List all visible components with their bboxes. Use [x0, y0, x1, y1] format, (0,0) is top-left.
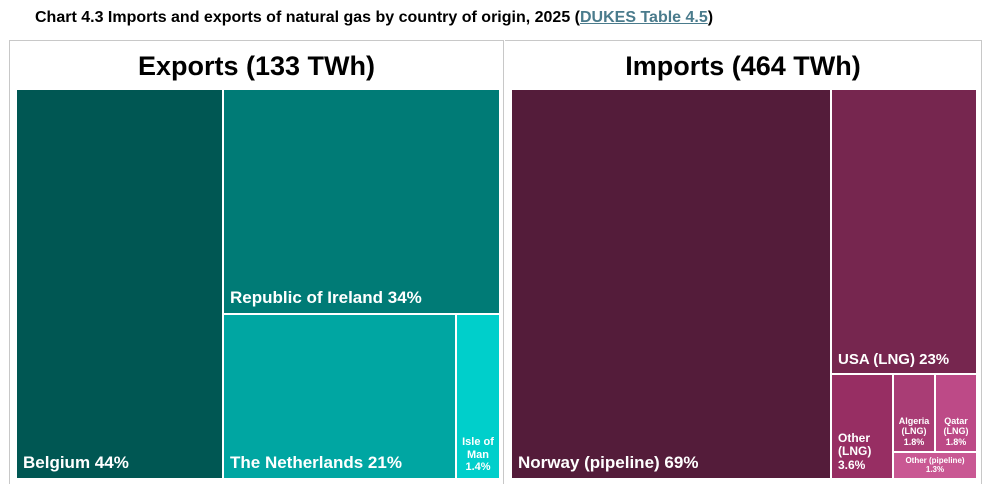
imports-label-text: Norway (pipeline) 69%	[518, 453, 699, 473]
exports-tile-isle-of-man: Isle of Man 1.4%	[456, 314, 500, 479]
imports-label-percent: 3.6%	[838, 458, 866, 473]
exports-label-text: The Netherlands 21%	[230, 453, 402, 473]
imports-label-algeria-lng: Algeria (LNG) 1.8%	[894, 416, 934, 447]
imports-tile-other-pipeline: Other (pipeline) 1.3%	[893, 452, 977, 479]
imports-label-percent: 1.8%	[903, 436, 925, 447]
exports-label-text: Isle of Man	[462, 436, 494, 461]
imports-label-usa-lng: USA (LNG) 23%	[838, 351, 949, 368]
imports-tile-usa-lng: USA (LNG) 23%	[831, 89, 977, 374]
exports-tile-belgium: Belgium 44%	[16, 89, 223, 479]
imports-tile-norway-pipeline: Norway (pipeline) 69%	[511, 89, 831, 479]
exports-label-text: Belgium 44%	[23, 453, 129, 473]
dukes-table-link[interactable]: DUKES Table 4.5	[580, 9, 708, 26]
imports-tile-other-lng: Other (LNG) 3.6%	[831, 374, 893, 479]
exports-title: Exports (133 TWh)	[137, 51, 376, 81]
imports-label-other-lng: Other (LNG) 3.6%	[838, 430, 892, 473]
imports-label-percent: 1.3%	[925, 464, 945, 474]
exports-tile-the-netherlands: The Netherlands 21%	[223, 314, 456, 479]
imports-label-text: Other (pipeline)	[905, 455, 965, 465]
exports-tile-republic-of-ireland: Republic of Ireland 34%	[223, 89, 500, 314]
imports-panel: Imports (464 TWh) Norway (pipeline) 69% U…	[505, 40, 982, 484]
imports-label-text: USA (LNG) 23%	[838, 350, 950, 368]
imports-label-other-pipeline: Other (pipeline) 1.3%	[894, 456, 976, 474]
imports-label-text: Qatar (LNG)	[943, 415, 969, 437]
exports-label-belgium: Belgium 44%	[23, 453, 129, 473]
imports-tile-algeria-lng: Algeria (LNG) 1.8%	[893, 374, 935, 452]
imports-label-text: Other (LNG)	[838, 430, 872, 459]
imports-tile-qatar-lng: Qatar (LNG) 1.8%	[935, 374, 977, 452]
imports-title: Imports (464 TWh)	[625, 51, 861, 81]
imports-label-norway-pipeline: Norway (pipeline) 69%	[518, 453, 698, 473]
chart-title-prefix: Chart 4.3 Imports and exports of natural…	[35, 9, 580, 26]
exports-label-percent: 1.4%	[465, 461, 491, 474]
chart-title-suffix: )	[707, 9, 714, 26]
chart-title: Chart 4.3 Imports and exports of natural…	[35, 9, 713, 27]
exports-label-the-netherlands: The Netherlands 21%	[230, 453, 402, 473]
exports-label-isle-of-man: Isle of Man 1.4%	[457, 436, 499, 474]
exports-panel: Exports (133 TWh) Belgium 44% Republic of…	[9, 40, 504, 484]
imports-label-text: Algeria (LNG)	[898, 415, 930, 437]
exports-label-republic-of-ireland: Republic of Ireland 34%	[230, 288, 422, 308]
exports-label-text: Republic of Ireland 34%	[230, 288, 422, 308]
imports-label-qatar-lng: Qatar (LNG) 1.8%	[936, 416, 976, 447]
imports-label-percent: 1.8%	[945, 436, 967, 447]
